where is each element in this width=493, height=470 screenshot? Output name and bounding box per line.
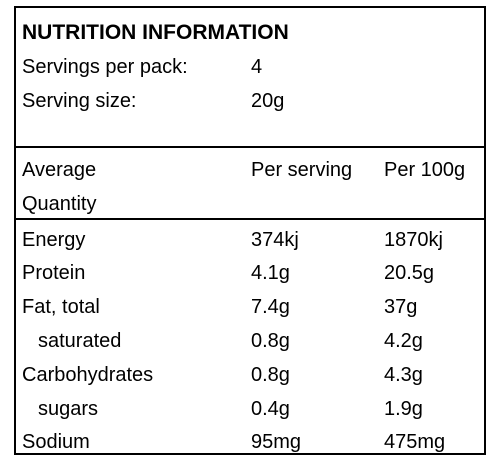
row-per-100g: 4.3g [384, 364, 423, 386]
row-name: Energy [22, 229, 86, 251]
row-per-100g: 1.9g [384, 398, 423, 420]
row-per-100g: 4.2g [384, 330, 423, 352]
row-per-serving: 4.1g [251, 262, 290, 284]
row-per-100g: 475mg [384, 431, 446, 453]
servings-per-pack-label: Servings per pack: [22, 56, 188, 78]
panel-title: NUTRITION INFORMATION [22, 21, 289, 44]
quantity-header-line2: Quantity [22, 193, 97, 215]
serving-size-value: 20g [251, 90, 285, 112]
row-name: Protein [22, 262, 86, 284]
row-per-100g: 20.5g [384, 262, 435, 284]
row-per-100g: 1870kj [384, 229, 443, 251]
row-per-100g: 37g [384, 296, 418, 318]
serving-size-label: Serving size: [22, 90, 137, 112]
quantity-header-line1: Average [22, 159, 97, 181]
row-name: Sodium [22, 431, 90, 453]
per-serving-header: Per serving [251, 159, 353, 181]
row-name: saturated [38, 330, 122, 352]
row-name: sugars [38, 398, 99, 420]
row-per-serving: 374kj [251, 229, 299, 251]
nutrition-panel: NUTRITION INFORMATION Servings per pack:… [14, 6, 486, 455]
row-per-serving: 0.8g [251, 330, 290, 352]
row-per-serving: 95mg [251, 431, 302, 453]
header-divider [16, 146, 484, 148]
servings-per-pack-value: 4 [251, 56, 263, 78]
row-per-serving: 7.4g [251, 296, 290, 318]
row-name: Fat, total [22, 296, 100, 318]
row-per-serving: 0.4g [251, 398, 290, 420]
row-per-serving: 0.8g [251, 364, 290, 386]
per-100g-header: Per 100g [384, 159, 466, 181]
column-header-divider [16, 218, 484, 220]
row-name: Carbohydrates [22, 364, 154, 386]
